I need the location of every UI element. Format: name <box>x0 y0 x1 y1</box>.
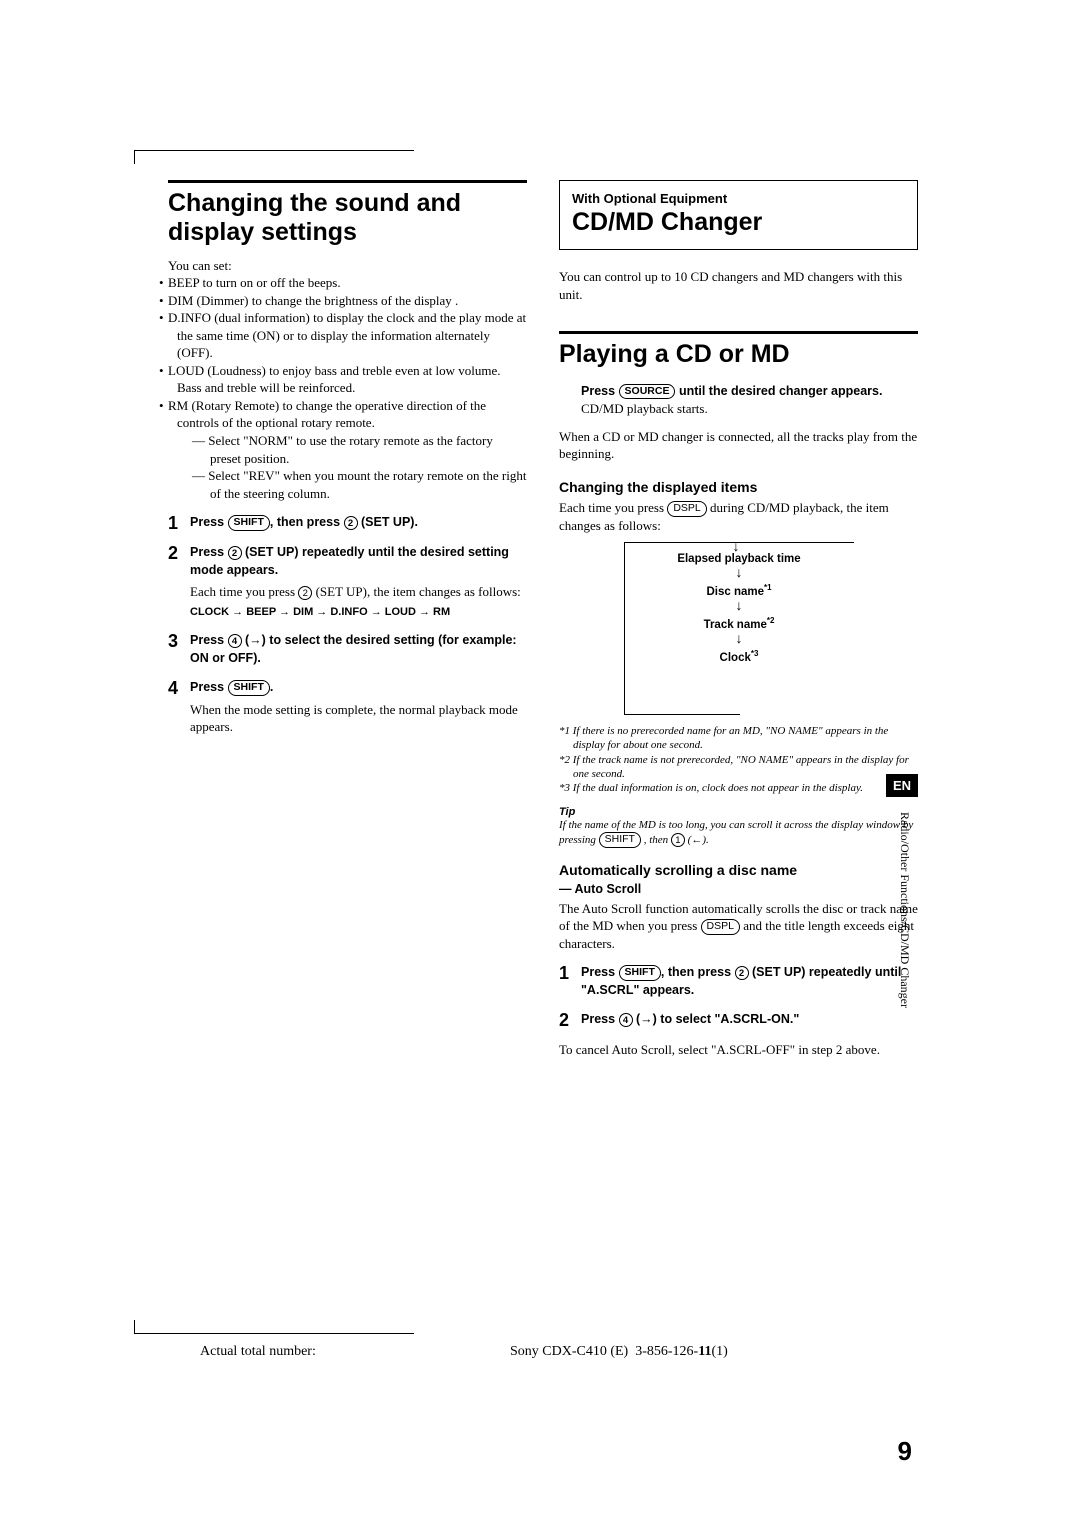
step-title: Press 4 (→) to select the desired settin… <box>190 632 527 667</box>
step-item: 4 Press SHIFT. When the mode setting is … <box>168 679 527 736</box>
list-item: • D.INFO (dual information) to display t… <box>168 309 527 362</box>
chart-item: Track name*2 <box>625 616 854 631</box>
steps-right: 1 Press SHIFT, then press 2 (SET UP) rep… <box>559 964 918 1029</box>
cancel-note: To cancel Auto Scroll, select "A.SCRL-OF… <box>559 1041 918 1059</box>
step-number: 2 <box>168 544 182 620</box>
source-key: SOURCE <box>619 384 676 400</box>
heading-playing: Playing a CD or MD <box>559 340 918 369</box>
footer-right: Sony CDX-C410 (E) 3-856-126-11(1) <box>510 1344 728 1360</box>
left-column: Changing the sound and display settings … <box>168 180 527 1059</box>
auto-scroll-intro: The Auto Scroll function automatically s… <box>559 900 918 953</box>
step-number: 3 <box>168 632 182 667</box>
step-title: Press SHIFT, then press 2 (SET UP). <box>190 514 527 532</box>
shift-key: SHIFT <box>619 965 661 981</box>
list-item: • DIM (Dimmer) to change the brightness … <box>168 292 527 310</box>
num-key: 2 <box>228 546 242 560</box>
down-arrow-icon: ↓ <box>625 633 854 647</box>
box-overline: With Optional Equipment <box>572 191 905 206</box>
step-number: 1 <box>168 514 182 532</box>
down-arrow-icon: ↓ <box>733 541 740 555</box>
step-detail: When the mode setting is complete, the n… <box>190 701 527 736</box>
list-item: • BEEP to turn on or off the beeps. <box>168 274 527 292</box>
down-arrow-icon: ↓ <box>625 600 854 614</box>
step-item: 1 Press SHIFT, then press 2 (SET UP). <box>168 514 527 532</box>
tip-heading: Tip <box>559 806 918 818</box>
step-title: Press 4 (→) to select "A.SCRL-ON." <box>581 1011 918 1029</box>
dspl-key: DSPL <box>701 919 740 935</box>
side-section-label: Radio/Other Functions/CD/MD Changer <box>897 812 912 1008</box>
heading-display-items: Changing the displayed items <box>559 479 918 495</box>
step-item: 2 Press 2 (SET UP) repeatedly until the … <box>168 544 527 620</box>
footnote: *2 If the track name is not prerecorded,… <box>559 753 918 782</box>
language-tab: EN <box>886 774 918 797</box>
intro-text: You can set: <box>168 257 527 275</box>
shift-key: SHIFT <box>228 680 270 696</box>
num-key: 4 <box>228 634 242 648</box>
page-number: 9 <box>898 1436 912 1467</box>
play-note: When a CD or MD changer is connected, al… <box>559 428 918 463</box>
changer-intro: You can control up to 10 CD changers and… <box>559 268 918 303</box>
list-item: •RM (Rotary Remote) to change the operat… <box>168 397 527 432</box>
play-instruction: Press SOURCE until the desired changer a… <box>581 383 918 401</box>
step-number: 4 <box>168 679 182 736</box>
crop-mark-top <box>134 150 414 164</box>
step-title: Press SHIFT, then press 2 (SET UP) repea… <box>581 964 918 999</box>
display-intro: Each time you press DSPL during CD/MD pl… <box>559 499 918 534</box>
num-key: 1 <box>671 833 685 847</box>
shift-key: SHIFT <box>599 832 641 848</box>
section-rule <box>168 180 527 183</box>
down-arrow-icon: ↓ <box>625 567 854 581</box>
num-key: 2 <box>298 586 312 600</box>
chart-item: Clock*3 <box>625 649 854 664</box>
right-column: With Optional Equipment CD/MD Changer Yo… <box>559 180 918 1059</box>
chart-item: Disc name*1 <box>625 583 854 598</box>
num-key: 4 <box>619 1013 633 1027</box>
heading-sound-display: Changing the sound and display settings <box>168 189 527 247</box>
section-rule <box>559 331 918 334</box>
step-item: 2 Press 4 (→) to select "A.SCRL-ON." <box>559 1011 918 1029</box>
shift-key: SHIFT <box>228 515 270 531</box>
num-key: 2 <box>735 966 749 980</box>
step-title: Press SHIFT. <box>190 679 527 697</box>
step-number: 1 <box>559 964 573 999</box>
num-key: 2 <box>344 516 358 530</box>
heading-auto-scroll: Automatically scrolling a disc name <box>559 862 918 878</box>
dspl-key: DSPL <box>667 501 706 517</box>
page-content: Changing the sound and display settings … <box>168 180 918 1059</box>
step-title: Press 2 (SET UP) repeatedly until the de… <box>190 544 527 579</box>
step-item: 1 Press SHIFT, then press 2 (SET UP) rep… <box>559 964 918 999</box>
settings-list: • BEEP to turn on or off the beeps. • DI… <box>168 274 527 432</box>
footnote: *3 If the dual information is on, clock … <box>559 781 918 795</box>
setting-flow: CLOCK → BEEP → DIM → D.INFO → LOUD → RM <box>190 604 527 621</box>
list-item: — Select "REV" when you mount the rotary… <box>192 467 527 502</box>
step-detail: Each time you press 2 (SET UP), the item… <box>190 583 527 601</box>
sub-list: — Select "NORM" to use the rotary remote… <box>168 432 527 502</box>
step-number: 2 <box>559 1011 573 1029</box>
list-item: — Select "NORM" to use the rotary remote… <box>192 432 527 467</box>
footnote: *1 If there is no prerecorded name for a… <box>559 724 918 753</box>
display-flowchart: ↓ Elapsed playback time ↓ Disc name*1 ↓ … <box>624 542 854 714</box>
tip-body: If the name of the MD is too long, you c… <box>559 818 918 848</box>
footer-left: Actual total number: <box>200 1344 316 1360</box>
equipment-box: With Optional Equipment CD/MD Changer <box>559 180 918 250</box>
box-title: CD/MD Changer <box>572 208 905 237</box>
crop-mark-bottom <box>134 1320 414 1334</box>
play-detail: CD/MD playback starts. <box>581 400 918 418</box>
sub-heading: — Auto Scroll <box>559 882 918 896</box>
step-item: 3 Press 4 (→) to select the desired sett… <box>168 632 527 667</box>
steps-left: 1 Press SHIFT, then press 2 (SET UP). 2 … <box>168 514 527 736</box>
list-item: •LOUD (Loudness) to enjoy bass and trebl… <box>168 362 527 397</box>
